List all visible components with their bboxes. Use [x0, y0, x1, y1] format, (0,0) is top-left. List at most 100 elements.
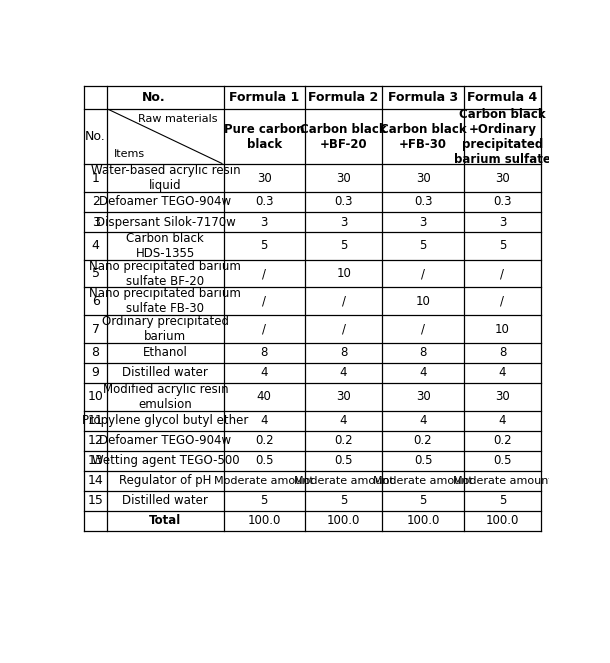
Text: 9: 9 — [92, 367, 99, 379]
Text: 4: 4 — [260, 414, 268, 427]
Text: 30: 30 — [415, 391, 431, 403]
Text: 4: 4 — [92, 239, 99, 253]
Text: Carbon black
+Ordinary
precipitated
barium sulfate: Carbon black +Ordinary precipitated bari… — [454, 107, 551, 166]
Text: 0.2: 0.2 — [255, 434, 273, 447]
Text: Wetting agent TEGO-500: Wetting agent TEGO-500 — [92, 454, 239, 467]
Text: 0.5: 0.5 — [334, 454, 353, 467]
Text: Moderate amount: Moderate amount — [373, 476, 473, 486]
Text: Moderate amount: Moderate amount — [214, 476, 314, 486]
Text: 5: 5 — [92, 267, 99, 280]
Text: Ethanol: Ethanol — [143, 346, 188, 359]
Text: Formula 4: Formula 4 — [467, 91, 537, 104]
Text: 4: 4 — [419, 367, 427, 379]
Text: 3: 3 — [340, 215, 347, 229]
Text: 5: 5 — [260, 239, 268, 253]
Text: 4: 4 — [499, 414, 506, 427]
Text: 8: 8 — [340, 346, 347, 359]
Text: /: / — [262, 295, 266, 308]
Text: 8: 8 — [420, 346, 427, 359]
Text: Regulator of pH: Regulator of pH — [119, 474, 212, 487]
Text: 5: 5 — [420, 494, 427, 507]
Text: Formula 3: Formula 3 — [388, 91, 458, 104]
Text: Water-based acrylic resin
liquid: Water-based acrylic resin liquid — [90, 164, 240, 192]
Text: 4: 4 — [340, 367, 347, 379]
Text: 8: 8 — [92, 346, 99, 359]
Text: 11: 11 — [88, 414, 104, 427]
Text: Nano precipitated barium
sulfate FB-30: Nano precipitated barium sulfate FB-30 — [90, 287, 242, 316]
Text: 12: 12 — [88, 434, 104, 447]
Text: 4: 4 — [260, 367, 268, 379]
Text: 7: 7 — [92, 322, 99, 335]
Text: 40: 40 — [257, 391, 271, 403]
Text: Items: Items — [113, 149, 145, 159]
Text: 1: 1 — [92, 172, 99, 184]
Text: 0.5: 0.5 — [414, 454, 432, 467]
Text: 5: 5 — [499, 239, 506, 253]
Text: 100.0: 100.0 — [486, 514, 519, 527]
Text: 3: 3 — [260, 215, 268, 229]
Text: 30: 30 — [336, 172, 351, 184]
Text: Total: Total — [149, 514, 182, 527]
Text: 2: 2 — [92, 196, 99, 208]
Text: Nano precipitated barium
sulfate BF-20: Nano precipitated barium sulfate BF-20 — [90, 260, 242, 288]
Text: /: / — [342, 295, 346, 308]
Text: 10: 10 — [415, 295, 431, 308]
Text: 0.3: 0.3 — [414, 196, 432, 208]
Text: No.: No. — [85, 130, 106, 143]
Text: 100.0: 100.0 — [248, 514, 281, 527]
Text: 10: 10 — [88, 391, 104, 403]
Text: 100.0: 100.0 — [327, 514, 361, 527]
Text: Distilled water: Distilled water — [123, 494, 208, 507]
Text: 30: 30 — [495, 172, 510, 184]
Text: 4: 4 — [340, 414, 347, 427]
Text: 0.5: 0.5 — [493, 454, 512, 467]
Text: Formula 1: Formula 1 — [229, 91, 300, 104]
Text: /: / — [262, 267, 266, 280]
Text: 0.2: 0.2 — [493, 434, 512, 447]
Text: /: / — [500, 295, 504, 308]
Text: /: / — [262, 322, 266, 335]
Text: 4: 4 — [499, 367, 506, 379]
Text: 5: 5 — [260, 494, 268, 507]
Text: Moderate amount: Moderate amount — [453, 476, 553, 486]
Text: 0.5: 0.5 — [255, 454, 273, 467]
Text: 4: 4 — [419, 414, 427, 427]
Text: 0.3: 0.3 — [334, 196, 353, 208]
Text: 10: 10 — [336, 267, 351, 280]
Text: /: / — [421, 322, 425, 335]
Text: 5: 5 — [420, 239, 427, 253]
Text: Modified acrylic resin
emulsion: Modified acrylic resin emulsion — [102, 383, 228, 411]
Text: 5: 5 — [340, 239, 347, 253]
Text: 30: 30 — [257, 172, 271, 184]
Text: 3: 3 — [92, 215, 99, 229]
Text: /: / — [500, 267, 504, 280]
Text: 0.2: 0.2 — [414, 434, 432, 447]
Text: 10: 10 — [495, 322, 510, 335]
Text: 5: 5 — [499, 494, 506, 507]
Text: Pure carbon
black: Pure carbon black — [224, 123, 304, 151]
Text: 8: 8 — [499, 346, 506, 359]
Text: 100.0: 100.0 — [406, 514, 440, 527]
Text: 3: 3 — [499, 215, 506, 229]
Text: Propylene glycol butyl ether: Propylene glycol butyl ether — [82, 414, 248, 427]
Text: 30: 30 — [336, 391, 351, 403]
Text: Defoamer TEGO-904w: Defoamer TEGO-904w — [99, 196, 231, 208]
Text: Dispersant Silok-7170w: Dispersant Silok-7170w — [96, 215, 235, 229]
Text: 0.3: 0.3 — [255, 196, 273, 208]
Text: Moderate amount: Moderate amount — [294, 476, 393, 486]
Text: 5: 5 — [340, 494, 347, 507]
Text: 0.2: 0.2 — [334, 434, 353, 447]
Text: Formula 2: Formula 2 — [309, 91, 379, 104]
Text: Raw materials: Raw materials — [138, 114, 217, 124]
Text: No.: No. — [142, 91, 165, 104]
Text: /: / — [421, 267, 425, 280]
Text: 6: 6 — [92, 295, 99, 308]
Text: Defoamer TEGO-904w: Defoamer TEGO-904w — [99, 434, 231, 447]
Text: Carbon black
+BF-20: Carbon black +BF-20 — [300, 123, 387, 151]
Text: 0.3: 0.3 — [493, 196, 512, 208]
Text: Carbon black
+FB-30: Carbon black +FB-30 — [380, 123, 467, 151]
Text: Distilled water: Distilled water — [123, 367, 208, 379]
Text: 14: 14 — [88, 474, 104, 487]
Text: 8: 8 — [260, 346, 268, 359]
Text: 15: 15 — [88, 494, 104, 507]
